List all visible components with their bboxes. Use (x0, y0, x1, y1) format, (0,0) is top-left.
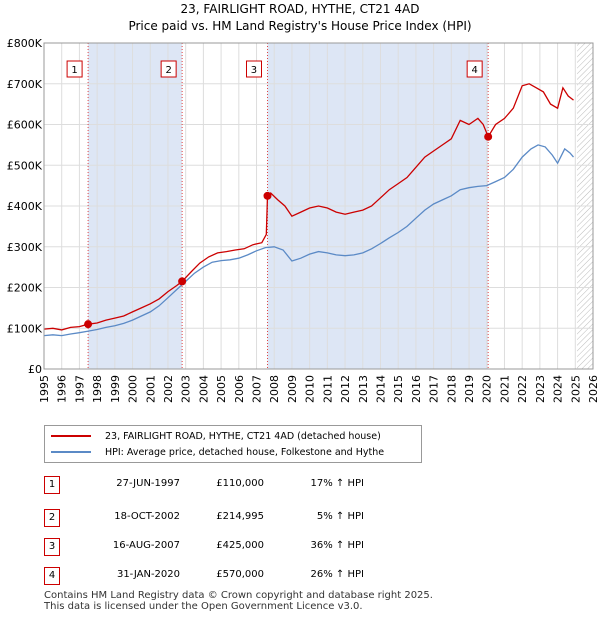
sale-point (84, 320, 93, 329)
x-tick-label: 2023 (534, 375, 547, 403)
transaction-badge: 1 (44, 476, 60, 494)
transaction-date: 18-OCT-2002 (114, 511, 180, 522)
chart-subtitle: Price paid vs. HM Land Registry's House … (128, 19, 472, 33)
x-tick-label: 1999 (109, 375, 122, 403)
sale-label-box (66, 60, 83, 78)
legend-label-hpi: HPI: Average price, detached house, Folk… (105, 446, 385, 458)
sale-label-box (160, 60, 177, 78)
x-tick-label: 2004 (197, 375, 210, 403)
x-tick-label: 2014 (374, 375, 387, 403)
transaction-price: £425,000 (216, 540, 264, 551)
x-tick-label: 2002 (162, 375, 175, 403)
x-tick-label: 2022 (516, 375, 529, 403)
legend-swatch-property (51, 435, 91, 437)
y-tick-label: £500K (7, 159, 43, 172)
footer-licence: This data is licensed under the Open Gov… (44, 601, 363, 612)
legend-item-hpi: HPI: Average price, detached house, Folk… (51, 445, 384, 459)
legend-item-property: 23, FAIRLIGHT ROAD, HYTHE, CT21 4AD (det… (51, 429, 381, 443)
legend-swatch-hpi (51, 451, 91, 453)
footer-copyright: Contains HM Land Registry data © Crown c… (44, 590, 433, 601)
transaction-price: £570,000 (216, 569, 264, 580)
x-tick-label: 2001 (144, 375, 157, 403)
x-tick-label: 2000 (127, 375, 140, 403)
sale-label: 1 (71, 65, 77, 76)
x-tick-label: 2020 (481, 375, 494, 403)
sale-point (263, 191, 272, 200)
x-tick-label: 2025 (569, 375, 582, 403)
y-tick-label: £0 (28, 363, 42, 376)
x-tick-label: 1995 (38, 375, 51, 403)
sale-label-box (245, 60, 262, 78)
transaction-row: 4 31-JAN-2020 £570,000 26% ↑ HPI (44, 566, 444, 586)
x-tick-label: 2016 (410, 375, 423, 403)
x-tick-label: 2012 (339, 375, 352, 403)
transaction-date: 16-AUG-2007 (112, 540, 180, 551)
x-tick-label: 2006 (233, 375, 246, 403)
transaction-badge: 4 (44, 567, 60, 585)
sale-point (178, 277, 187, 286)
chart-title: 23, FAIRLIGHT ROAD, HYTHE, CT21 4AD (180, 2, 420, 16)
x-tick-label: 2011 (321, 375, 334, 403)
y-tick-label: £800K (7, 37, 43, 50)
y-tick-label: £300K (7, 241, 43, 254)
sale-label: 2 (165, 65, 171, 76)
x-tick-label: 2021 (498, 375, 511, 403)
sale-label: 4 (471, 65, 477, 76)
x-tick-label: 2008 (268, 375, 281, 403)
x-tick-label: 1997 (73, 375, 86, 403)
transaction-badge: 3 (44, 538, 60, 556)
x-tick-label: 2007 (251, 375, 264, 403)
x-tick-label: 2009 (286, 375, 299, 403)
x-tick-label: 2010 (304, 375, 317, 403)
transaction-hpi: 26% ↑ HPI (310, 569, 364, 580)
transaction-hpi: 36% ↑ HPI (310, 540, 364, 551)
chart-legend: 23, FAIRLIGHT ROAD, HYTHE, CT21 4AD (det… (44, 425, 422, 463)
x-tick-label: 1996 (56, 375, 69, 403)
hpi-line (44, 144, 574, 337)
x-tick-label: 2018 (445, 375, 458, 403)
sale-point (484, 132, 493, 141)
sale-label: 3 (251, 65, 257, 76)
transaction-row: 1 27-JUN-1997 £110,000 17% ↑ HPI (44, 475, 444, 495)
transaction-price: £214,995 (216, 511, 264, 522)
transaction-price: £110,000 (216, 478, 264, 489)
x-tick-label: 2017 (428, 375, 441, 403)
x-tick-label: 2015 (392, 375, 405, 403)
transaction-row: 2 18-OCT-2002 £214,995 5% ↑ HPI (44, 508, 444, 528)
x-tick-label: 2026 (587, 375, 600, 403)
property-price-line (44, 83, 574, 331)
transaction-hpi: 5% ↑ HPI (316, 511, 364, 522)
x-tick-label: 2013 (357, 375, 370, 403)
price-chart: 1 2 3 4 £0 £100K £200K £300K £400K £500K £600K £700… (7, 37, 600, 403)
x-tick-label: 2005 (215, 375, 228, 403)
transaction-row: 3 16-AUG-2007 £425,000 36% ↑ HPI (44, 537, 444, 557)
transaction-hpi: 17% ↑ HPI (310, 478, 364, 489)
plot-border (43, 42, 594, 370)
y-tick-label: £700K (7, 78, 43, 91)
sale-label-box (466, 60, 483, 78)
x-tick-label: 2019 (463, 375, 476, 403)
x-tick-label: 1998 (91, 375, 104, 403)
x-tick-label: 2024 (552, 375, 565, 403)
x-tick-label: 2003 (180, 375, 193, 403)
y-tick-label: £100K (7, 322, 43, 335)
y-tick-label: £600K (7, 119, 43, 132)
legend-label-property: 23, FAIRLIGHT ROAD, HYTHE, CT21 4AD (det… (105, 430, 381, 442)
y-tick-label: £200K (7, 282, 43, 295)
y-tick-label: £400K (7, 200, 43, 213)
transaction-date: 31-JAN-2020 (116, 569, 180, 580)
transaction-badge: 2 (44, 509, 60, 527)
transaction-date: 27-JUN-1997 (116, 478, 180, 489)
